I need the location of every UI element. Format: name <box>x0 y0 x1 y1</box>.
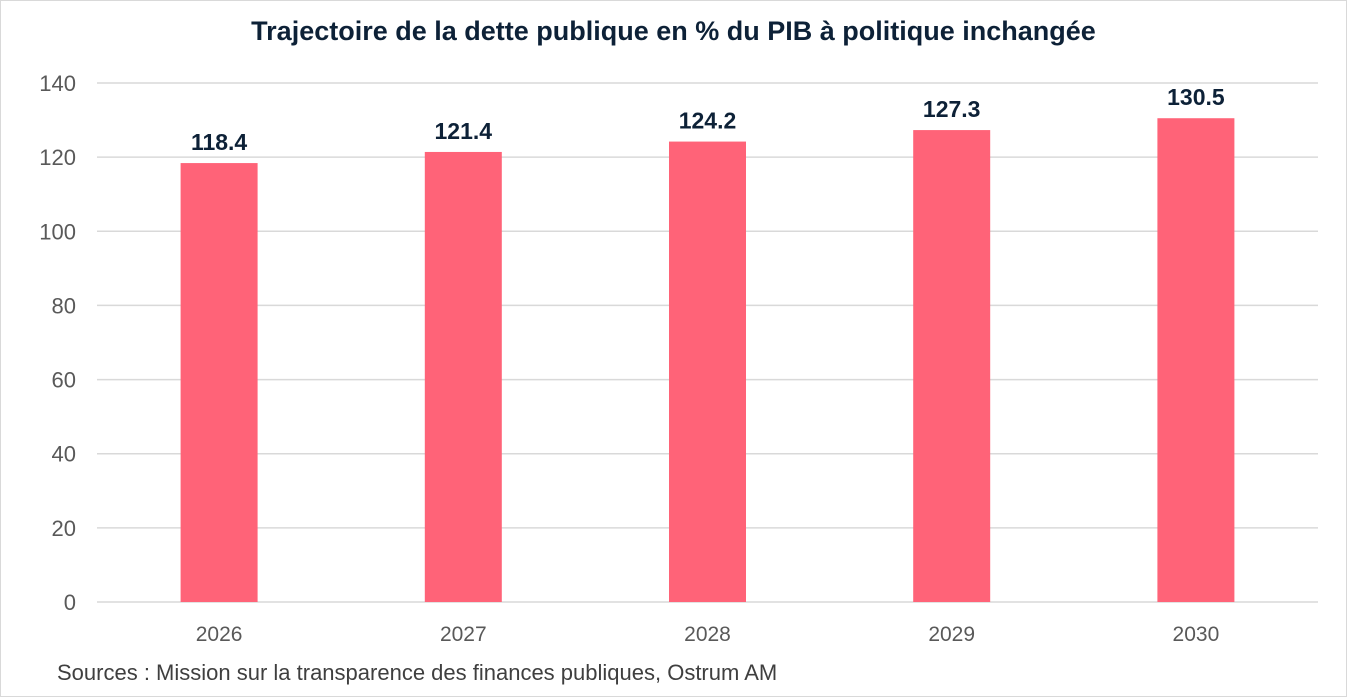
x-tick-label: 2026 <box>196 623 243 646</box>
x-tick-label: 2028 <box>684 623 731 646</box>
data-label: 121.4 <box>435 118 493 144</box>
source-note: Sources : Mission sur la transparence de… <box>57 660 778 685</box>
y-tick-label: 60 <box>52 368 76 393</box>
bar-2027 <box>424 151 502 602</box>
chart-title: Trajectoire de la dette publique en % du… <box>251 16 1096 46</box>
y-axis-ticks: 0 20 40 60 80 100 120 140 <box>39 71 76 615</box>
y-tick-label: 100 <box>39 219 76 244</box>
bar-2026 <box>180 163 258 602</box>
bar-2030 <box>1157 118 1235 602</box>
y-tick-label: 80 <box>52 293 76 318</box>
x-tick-label: 2030 <box>1173 623 1220 646</box>
y-tick-label: 40 <box>52 442 76 467</box>
data-labels: 118.4 121.4 124.2 127.3 130.5 <box>191 84 1225 155</box>
y-tick-label: 140 <box>39 71 76 96</box>
data-label: 130.5 <box>1167 84 1225 110</box>
data-label: 127.3 <box>923 96 981 122</box>
bar-2028 <box>669 141 746 602</box>
y-tick-label: 120 <box>39 145 76 170</box>
x-axis-ticks: 2026 2027 2028 2029 2030 <box>196 623 1220 646</box>
data-label: 124.2 <box>679 108 737 134</box>
bar-2029 <box>913 130 991 602</box>
data-label: 118.4 <box>191 129 247 155</box>
y-tick-label: 20 <box>52 516 76 541</box>
y-tick-label: 0 <box>64 590 76 615</box>
x-tick-label: 2029 <box>928 623 975 646</box>
x-tick-label: 2027 <box>440 623 487 646</box>
bars <box>180 118 1235 602</box>
